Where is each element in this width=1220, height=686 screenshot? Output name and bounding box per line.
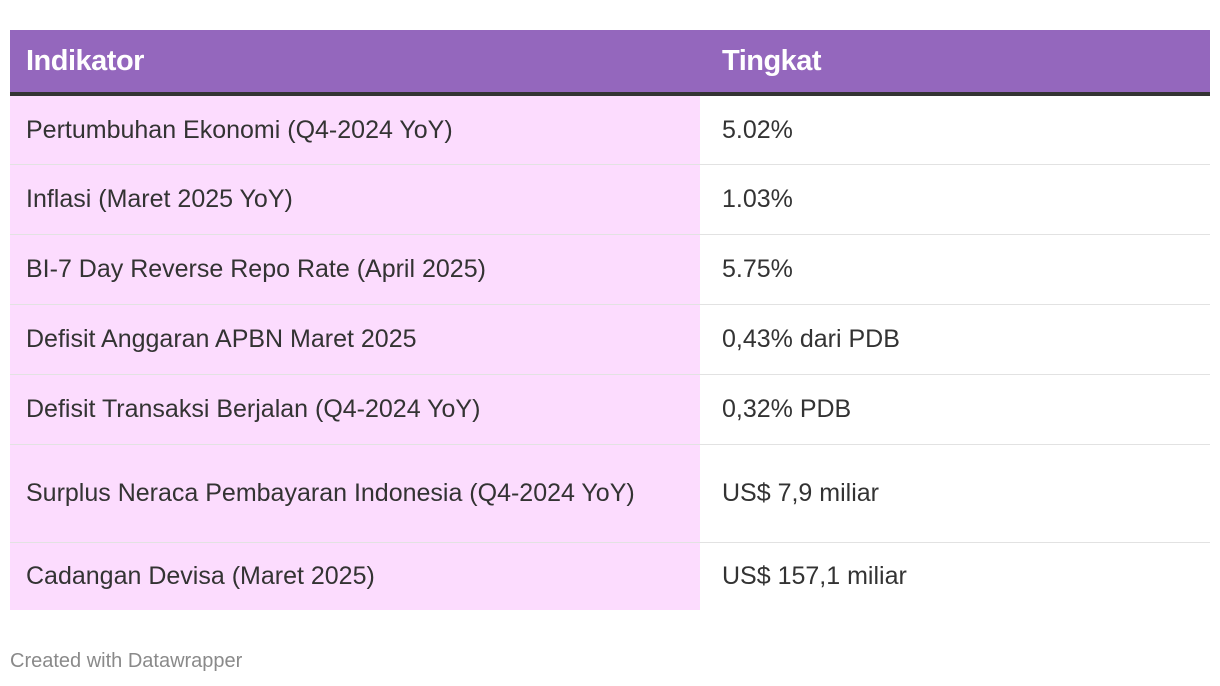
tingkat-cell: 0,43% dari PDB [700, 304, 1210, 375]
header-row: Indikator Tingkat [10, 30, 1210, 96]
tingkat-cell: US$ 157,1 miliar [700, 542, 1210, 610]
indikator-cell: Surplus Neraca Pembayaran Indonesia (Q4-… [10, 444, 700, 543]
tingkat-cell: 1.03% [700, 164, 1210, 235]
table-row: Defisit Anggaran APBN Maret 2025 0,43% d… [10, 304, 1210, 375]
tingkat-cell: 0,32% PDB [700, 374, 1210, 445]
column-header-tingkat[interactable]: Tingkat [700, 30, 1210, 96]
tingkat-cell: 5.75% [700, 234, 1210, 305]
indikator-cell: Defisit Transaksi Berjalan (Q4-2024 YoY) [10, 374, 700, 445]
indikator-cell: Defisit Anggaran APBN Maret 2025 [10, 304, 700, 375]
indikator-cell: Pertumbuhan Ekonomi (Q4-2024 YoY) [10, 94, 700, 165]
table-row: Pertumbuhan Ekonomi (Q4-2024 YoY) 5.02% [10, 94, 1210, 165]
column-header-indikator[interactable]: Indikator [10, 30, 700, 96]
data-table-container: Indikator Tingkat Pertumbuhan Ekonomi (Q… [10, 30, 1210, 610]
table-row: Inflasi (Maret 2025 YoY) 1.03% [10, 164, 1210, 235]
table-row: Surplus Neraca Pembayaran Indonesia (Q4-… [10, 444, 1210, 543]
datawrapper-credit[interactable]: Created with Datawrapper [10, 650, 243, 672]
table-row: Defisit Transaksi Berjalan (Q4-2024 YoY)… [10, 374, 1210, 445]
indikator-cell: Inflasi (Maret 2025 YoY) [10, 164, 700, 235]
indikator-cell: Cadangan Devisa (Maret 2025) [10, 542, 700, 610]
table-row: Cadangan Devisa (Maret 2025) US$ 157,1 m… [10, 542, 1210, 610]
tingkat-cell: US$ 7,9 miliar [700, 444, 1210, 543]
table-header: Indikator Tingkat [10, 30, 1210, 96]
table-body: Pertumbuhan Ekonomi (Q4-2024 YoY) 5.02% … [10, 94, 1210, 610]
tingkat-cell: 5.02% [700, 94, 1210, 165]
indikator-cell: BI-7 Day Reverse Repo Rate (April 2025) [10, 234, 700, 305]
indicator-table: Indikator Tingkat Pertumbuhan Ekonomi (Q… [10, 30, 1210, 610]
table-row: BI-7 Day Reverse Repo Rate (April 2025) … [10, 234, 1210, 305]
